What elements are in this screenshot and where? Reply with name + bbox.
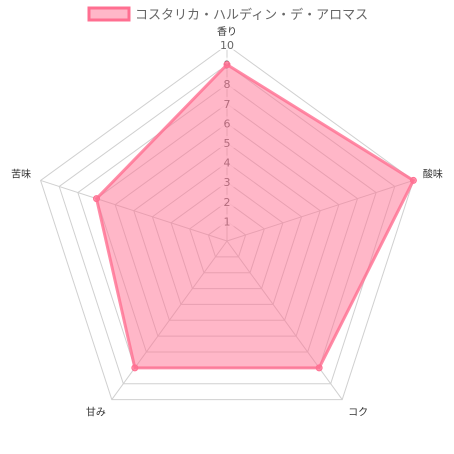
legend[interactable]: コスタリカ・ハルディン・デ・アロマス bbox=[87, 6, 368, 23]
data-point[interactable] bbox=[409, 176, 417, 184]
data-point[interactable] bbox=[223, 61, 231, 69]
axis-label: 苦味 bbox=[11, 167, 31, 180]
tick-label-bg bbox=[218, 38, 236, 50]
grid-ring-10 bbox=[40, 44, 414, 401]
axis-label: コク bbox=[348, 407, 368, 419]
tick-label: 10 bbox=[220, 39, 234, 52]
legend-label[interactable]: コスタリカ・ハルディン・デ・アロマス bbox=[135, 7, 368, 23]
legend-swatch[interactable] bbox=[87, 6, 131, 22]
data-point[interactable] bbox=[93, 195, 101, 203]
series-layer bbox=[93, 61, 417, 372]
axis-label: 甘み bbox=[86, 406, 106, 419]
data-point[interactable] bbox=[131, 364, 139, 372]
data-point[interactable] bbox=[315, 364, 323, 372]
axis-label: 酸味 bbox=[423, 167, 443, 180]
axis-label: 香り bbox=[217, 26, 237, 38]
series-area[interactable] bbox=[94, 62, 416, 370]
